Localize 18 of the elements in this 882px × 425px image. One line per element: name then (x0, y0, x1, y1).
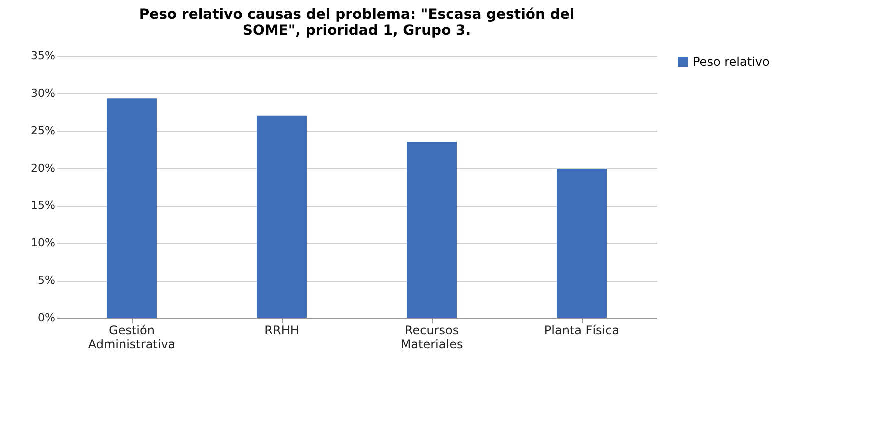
x-tick-label: RRHH (264, 324, 300, 338)
x-tick-label: Planta Física (544, 324, 620, 338)
x-tick-label: Gestión Administrativa (88, 324, 176, 352)
y-tick-label: 5% (38, 274, 56, 288)
y-tick-label: 10% (31, 236, 56, 250)
legend-label: Peso relativo (693, 55, 770, 69)
y-tick-label: 35% (31, 50, 56, 62)
y-tick-label: 0% (38, 312, 56, 324)
bar (257, 116, 307, 318)
bar (407, 142, 457, 318)
y-tick-label: 30% (31, 86, 56, 100)
y-tick-label: 20% (31, 162, 56, 175)
chart-title: Peso relativo causas del problema: "Escasa gestión del SOME", prioridad 1, Grupo 3. (139, 7, 575, 39)
bar (557, 169, 607, 318)
x-tick-label: Recursos Materiales (400, 324, 464, 352)
bar (107, 98, 157, 318)
y-tick-label: 25% (31, 124, 56, 138)
y-tick-label: 15% (31, 199, 56, 212)
